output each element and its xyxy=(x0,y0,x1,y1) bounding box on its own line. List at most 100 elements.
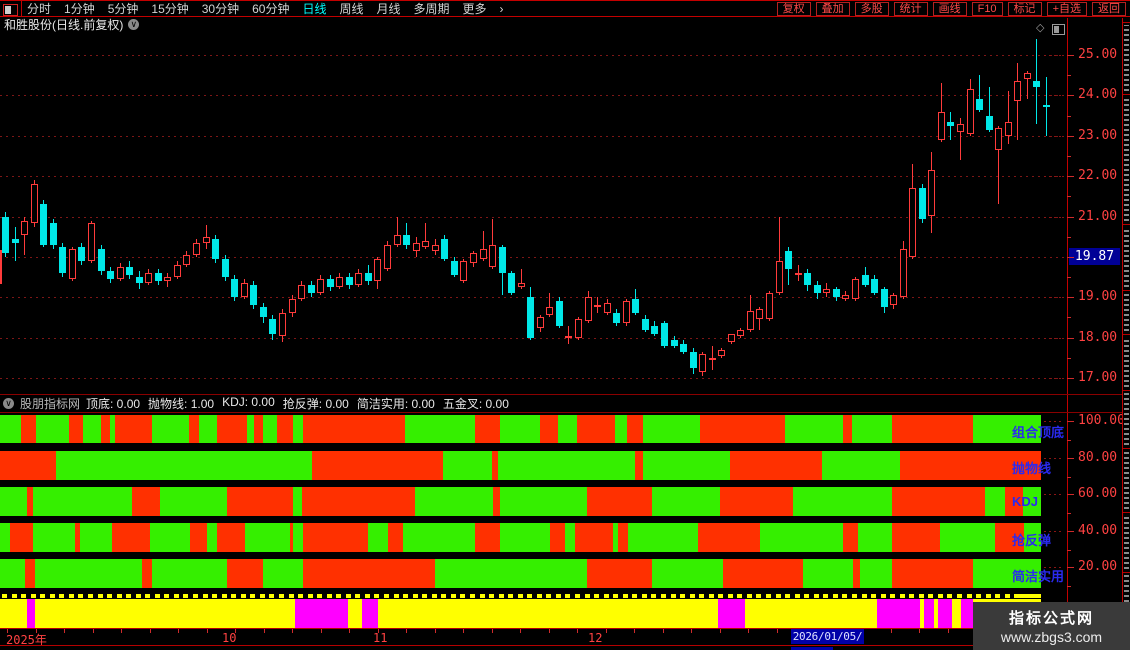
strip-segment xyxy=(793,487,892,516)
period-tab[interactable]: 分时 xyxy=(27,2,52,16)
axis-minor-tick xyxy=(1067,550,1071,551)
strip-segment xyxy=(0,451,56,480)
action-button[interactable]: 复权 xyxy=(776,2,811,16)
axis-tick xyxy=(1067,297,1074,299)
axis-tick xyxy=(1067,95,1074,97)
action-button[interactable]: 返回 xyxy=(1092,2,1126,16)
strip-segment xyxy=(293,415,303,443)
sidebar-divider xyxy=(1122,18,1123,650)
candle xyxy=(355,273,363,286)
date-tick xyxy=(776,629,778,633)
period-tab[interactable]: 1分钟 xyxy=(64,2,95,16)
strip-segment xyxy=(290,523,293,552)
date-highlight: 2026/01/05/— xyxy=(791,629,864,650)
indicator-reading: 五金叉: 0.00 xyxy=(442,397,509,411)
price-label: 18.00 xyxy=(1078,329,1118,345)
candle xyxy=(431,244,439,251)
period-tab[interactable]: 更多 xyxy=(462,2,487,16)
candle xyxy=(393,234,401,245)
action-button[interactable]: 统计 xyxy=(893,2,928,16)
candle xyxy=(575,319,582,338)
candlestick-chart[interactable] xyxy=(0,30,1067,395)
sidebar-separator xyxy=(1123,334,1130,335)
candle-wick xyxy=(396,216,398,247)
signal-tick xyxy=(441,594,447,598)
period-tab[interactable]: 5分钟 xyxy=(107,2,139,16)
signal-tick xyxy=(107,594,113,598)
date-tick xyxy=(463,629,464,633)
signal-tick xyxy=(985,594,991,598)
title-chevron-down-icon[interactable]: ∨ xyxy=(128,19,140,30)
indicator-strip xyxy=(0,415,1041,443)
action-button[interactable]: 画线 xyxy=(932,2,967,16)
date-label: 2025年 xyxy=(6,633,47,647)
candle xyxy=(154,273,162,282)
more-arrow-icon[interactable]: › xyxy=(499,2,504,16)
action-button[interactable]: 叠加 xyxy=(815,2,850,16)
candle-wick xyxy=(998,125,1000,205)
signal-tick xyxy=(307,594,313,598)
signal-tick xyxy=(517,594,523,598)
candle xyxy=(880,289,888,308)
pane-split-icon[interactable] xyxy=(1052,24,1065,35)
sidebar-item-glyphs xyxy=(1124,515,1129,569)
strip-segment xyxy=(21,415,36,443)
period-tab[interactable]: 多周期 xyxy=(413,2,450,16)
diamond-marker-icon[interactable]: ◇ xyxy=(1036,22,1045,34)
strip-segment xyxy=(803,559,853,588)
strip-segment xyxy=(199,415,217,443)
period-tab[interactable]: 日线 xyxy=(302,2,327,16)
period-tab[interactable]: 月线 xyxy=(376,2,401,16)
candle-wick xyxy=(1007,91,1009,144)
signal-segment xyxy=(934,599,938,628)
axis-leader xyxy=(1044,530,1064,532)
next-panel-fragment xyxy=(791,647,833,650)
gridline xyxy=(0,337,1067,339)
split-window-icon[interactable] xyxy=(3,4,18,16)
sidebar-item-glyphs xyxy=(1124,25,1129,91)
strip-segment xyxy=(435,559,587,588)
axis-minor-tick xyxy=(1067,75,1071,77)
period-tab[interactable]: 15分钟 xyxy=(151,2,189,16)
strip-segment xyxy=(587,559,652,588)
signal-tick xyxy=(527,594,533,598)
strip-segment xyxy=(0,523,10,552)
signal-tick xyxy=(49,594,55,598)
period-tab[interactable]: 周线 xyxy=(339,2,364,16)
strip-segment xyxy=(33,487,132,516)
signal-tick xyxy=(164,594,170,598)
right-sidebar[interactable] xyxy=(1123,18,1130,650)
strip-segment xyxy=(493,487,500,516)
candle xyxy=(384,244,391,269)
action-button[interactable]: +自选 xyxy=(1046,2,1087,16)
candle-wick xyxy=(492,218,494,269)
action-button[interactable]: 多股 xyxy=(854,2,889,16)
candle xyxy=(460,260,468,282)
signal-tick xyxy=(966,594,972,598)
period-tab[interactable]: 60分钟 xyxy=(252,2,290,16)
date-tick xyxy=(235,629,236,633)
date-label: 10 xyxy=(222,631,237,645)
action-button[interactable]: 标记 xyxy=(1007,2,1042,16)
signal-tick xyxy=(689,594,695,598)
signal-tick xyxy=(355,594,361,598)
candle xyxy=(937,111,945,140)
strip-segment xyxy=(189,415,199,443)
candle xyxy=(909,188,917,257)
signal-tick xyxy=(565,594,571,598)
strip-segment xyxy=(995,523,1024,552)
axis-minor-tick xyxy=(1067,513,1071,514)
signal-tick xyxy=(775,594,781,598)
candle-wick xyxy=(778,216,780,296)
period-tab[interactable]: 30分钟 xyxy=(201,2,240,16)
axis-tick xyxy=(1067,256,1074,258)
strip-segment xyxy=(1024,523,1041,552)
axis-minor-tick xyxy=(1067,317,1071,319)
action-button[interactable]: F10 xyxy=(971,2,1003,16)
signal-segment xyxy=(938,599,952,628)
date-tick xyxy=(377,629,379,633)
signal-tick xyxy=(813,594,819,598)
indicator-chevron-down-icon[interactable]: ∨ xyxy=(3,398,14,409)
strip-segment xyxy=(652,559,723,588)
candle xyxy=(78,246,86,261)
